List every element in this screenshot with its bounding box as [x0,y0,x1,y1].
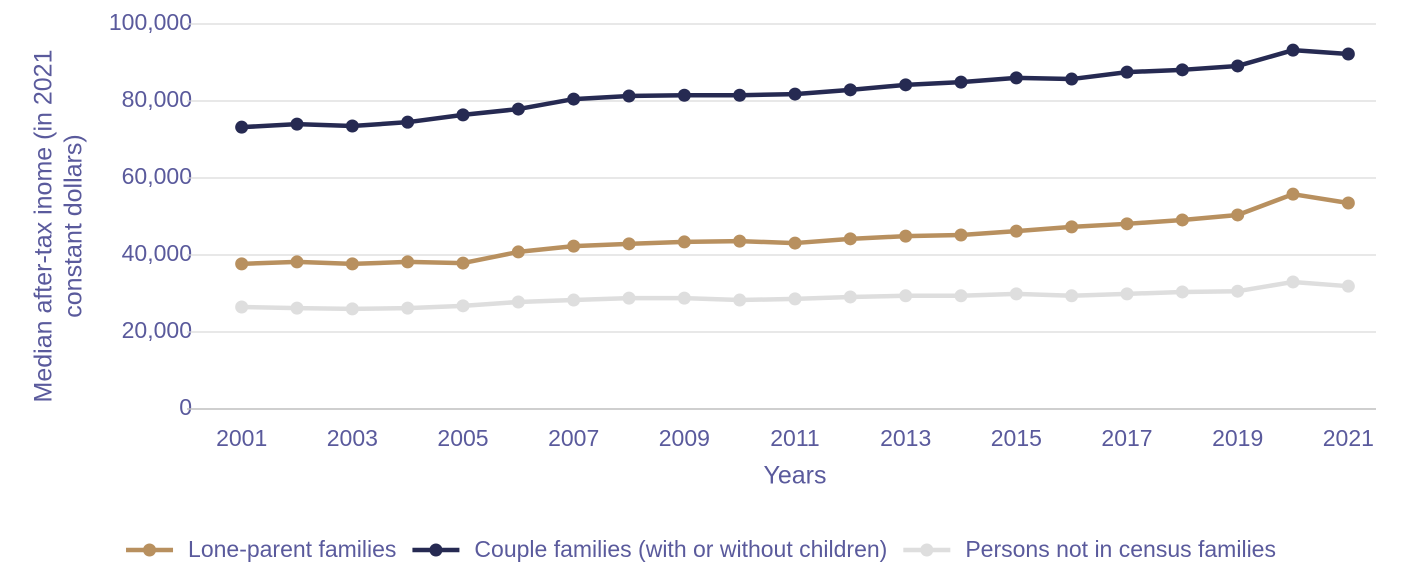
data-point [456,108,470,122]
data-point [1120,65,1134,79]
data-point [733,234,747,248]
y-tick-label: 100,000 [109,9,192,35]
y-axis-title: Median after-tax inome (in 2021 constant… [30,50,88,403]
data-point [235,120,249,134]
legend-swatch-dot [429,543,443,557]
x-tick-label: 2021 [1323,425,1374,451]
legend-label: Lone-parent families [188,536,396,562]
y-axis-title-line: constant dollars) [60,134,88,317]
legend-label: Couple families (with or without childre… [474,536,887,562]
data-point [345,119,359,133]
data-point [235,300,249,314]
data-point [954,75,968,89]
data-point [1175,213,1189,227]
data-point [1009,287,1023,301]
y-tick-label: 80,000 [122,86,192,112]
data-point [954,228,968,242]
data-point [899,78,913,92]
x-tick-label: 2019 [1212,425,1263,451]
data-point [1009,71,1023,85]
data-point [1009,224,1023,238]
data-point [677,235,691,249]
data-point [622,89,636,103]
data-point [1231,59,1245,73]
data-point [1065,289,1079,303]
data-point [1175,285,1189,299]
data-point [1231,284,1245,298]
data-point [1065,72,1079,86]
x-tick-label: 2017 [1101,425,1152,451]
data-point [567,92,581,106]
data-point [456,299,470,313]
data-point [567,293,581,307]
x-tick-label: 2007 [548,425,599,451]
data-point [1231,208,1245,222]
data-point [899,289,913,303]
x-tick-label: 2005 [437,425,488,451]
data-point [345,302,359,316]
data-point [1120,287,1134,301]
data-point [401,115,415,129]
x-tick-label: 2003 [327,425,378,451]
legend-swatch-dot [920,543,934,557]
y-tick-label: 0 [179,394,192,420]
data-point [401,255,415,269]
y-tick-label: 60,000 [122,163,192,189]
x-tick-label: 2011 [770,425,819,451]
data-point [1341,279,1355,293]
x-tick-label: 2009 [659,425,710,451]
y-axis-title-line: Median after-tax inome (in 2021 [30,50,58,403]
data-point [1286,187,1300,201]
data-point [511,102,525,116]
data-point [788,292,802,306]
data-point [843,232,857,246]
legend: Lone-parent families Couple families (wit… [126,536,1276,562]
data-point [622,237,636,251]
data-point [733,88,747,102]
x-tick-label: 2015 [991,425,1042,451]
x-axis-title: Years [763,462,826,490]
data-point [954,289,968,303]
data-point [401,301,415,315]
data-point [345,257,359,271]
data-point [511,295,525,309]
data-point [843,83,857,97]
data-point [733,293,747,307]
series-line [241,191,1349,267]
legend-label: Persons not in census families [965,536,1276,562]
data-point [788,87,802,101]
data-point [1286,43,1300,57]
y-tick-label: 40,000 [122,240,192,266]
data-point [456,256,470,270]
data-point [677,88,691,102]
data-point [290,117,304,131]
legend-swatch-dot [143,543,157,557]
x-tick-label: 2013 [880,425,931,451]
data-point [843,290,857,304]
data-point [235,257,249,271]
data-point [1341,47,1355,61]
data-point [567,239,581,253]
y-tick-label: 20,000 [122,317,192,343]
data-point [1341,196,1355,210]
data-point [677,291,691,305]
x-tick-label: 2001 [216,425,267,451]
data-point [899,229,913,243]
data-point [511,245,525,259]
data-point [290,301,304,315]
data-point [290,255,304,269]
data-point [1065,220,1079,234]
data-point [1175,63,1189,77]
data-point [1286,275,1300,289]
data-point [1120,217,1134,231]
data-point [622,291,636,305]
data-point [788,236,802,250]
